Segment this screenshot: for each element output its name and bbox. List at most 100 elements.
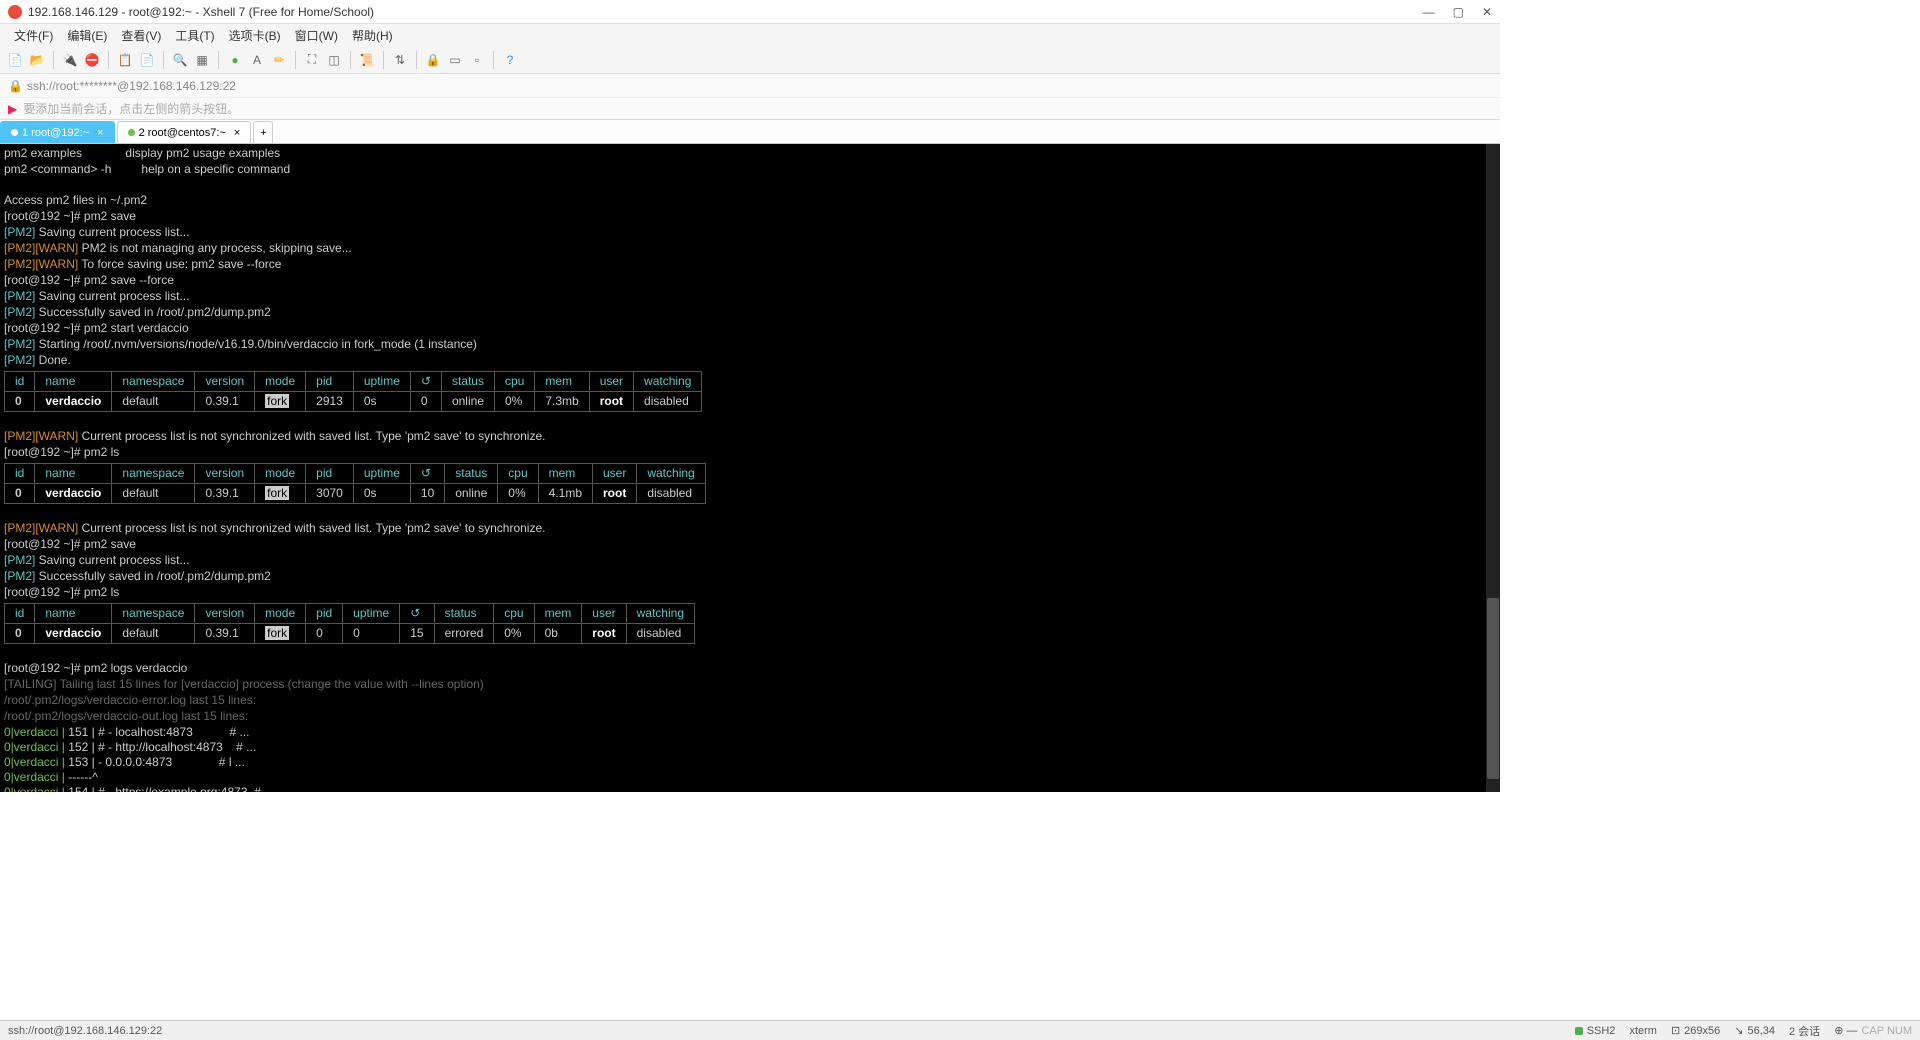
lock-small-icon: 🔒 (8, 79, 23, 93)
table-header: uptime (343, 604, 400, 624)
table-header: mode (255, 372, 306, 392)
term-line: [PM2] Successfully saved in /root/.pm2/d… (4, 305, 271, 319)
maximize-button[interactable]: ▢ (1453, 5, 1464, 19)
term-line: pm2 examples display pm2 usage examples (4, 146, 280, 160)
grid-icon[interactable]: ▦ (193, 51, 211, 69)
table-header: user (589, 372, 633, 392)
highlight-icon[interactable]: ✏ (270, 51, 288, 69)
log-line: 0|verdacci | 154 | # - https://example.o… (4, 785, 1496, 792)
menu-view[interactable]: 查看(V) (115, 25, 167, 46)
term-line: [PM2][WARN] PM2 is not managing any proc… (4, 241, 352, 255)
tab-1-label: 1 root@192:~ (22, 127, 89, 139)
table-cell: default (112, 484, 195, 504)
terminal-scrollbar[interactable] (1486, 144, 1500, 792)
new-session-icon[interactable]: 📄 (6, 51, 24, 69)
table-header: name (35, 604, 112, 624)
disconnect-icon[interactable]: ⛔ (83, 51, 101, 69)
table-header: name (35, 464, 112, 484)
table-cell: default (112, 624, 195, 644)
session-tabs: 1 root@192:~ × 2 root@centos7:~ × + (0, 120, 1500, 144)
lock-icon[interactable]: 🔒 (424, 51, 442, 69)
table-cell: root (593, 484, 637, 504)
flag-icon[interactable]: ▶ (8, 102, 17, 116)
color-icon[interactable]: ● (226, 51, 244, 69)
copy-icon[interactable]: 📋 (116, 51, 134, 69)
tab-1[interactable]: 1 root@192:~ × (0, 121, 115, 143)
table-cell: 0.39.1 (195, 624, 255, 644)
address-text[interactable]: ssh://root:********@192.168.146.129:22 (27, 79, 236, 93)
menu-window[interactable]: 窗口(W) (289, 25, 344, 46)
table-header: id (5, 604, 35, 624)
menu-tabs[interactable]: 选项卡(B) (223, 25, 287, 46)
tile-icon[interactable]: ▭ (446, 51, 464, 69)
font-icon[interactable]: A (248, 51, 266, 69)
menu-edit[interactable]: 编辑(E) (61, 25, 113, 46)
table-cell: root (589, 392, 633, 412)
help-icon[interactable]: ? (501, 51, 519, 69)
window-title: 192.168.146.129 - root@192:~ - Xshell 7 … (28, 5, 1423, 19)
term-line: [PM2] Done. (4, 353, 71, 367)
table-cell: 0s (353, 484, 410, 504)
table-header: ↺ (410, 464, 444, 484)
table-header: watching (637, 464, 705, 484)
menu-tools[interactable]: 工具(T) (169, 25, 220, 46)
table-header: version (195, 604, 255, 624)
table-header: uptime (353, 464, 410, 484)
transfer-icon[interactable]: ⇅ (391, 51, 409, 69)
table-header: user (593, 464, 637, 484)
terminal[interactable]: pm2 examples display pm2 usage examples … (0, 144, 1500, 792)
table-cell: 4.1mb (538, 484, 592, 504)
table-cell: 0% (494, 392, 534, 412)
table-header: namespace (112, 604, 195, 624)
transparent-icon[interactable]: ◫ (325, 51, 343, 69)
table-cell: disabled (626, 624, 694, 644)
tab-2-status-icon (128, 129, 135, 136)
connect-icon[interactable]: 🔌 (61, 51, 79, 69)
table-cell: fork (255, 392, 306, 412)
status-ssh: SSH2 (1575, 1025, 1616, 1037)
term-line: [root@192 ~]# pm2 save --force (4, 273, 174, 287)
script-icon[interactable]: 📜 (358, 51, 376, 69)
table-cell: 15 (400, 624, 434, 644)
open-session-icon[interactable]: 📂 (28, 51, 46, 69)
status-size: ⊡ 269x56 (1671, 1024, 1720, 1037)
table-cell: 0 (410, 392, 441, 412)
table-header: mem (535, 372, 589, 392)
table-cell: 2913 (306, 392, 354, 412)
table-header: id (5, 372, 35, 392)
menu-help[interactable]: 帮助(H) (346, 25, 399, 46)
toolbar: 📄 📂 🔌 ⛔ 📋 📄 🔍 ▦ ● A ✏ ⛶ ◫ 📜 ⇅ 🔒 ▭ ▫ ? (0, 46, 1500, 74)
table-cell: 0s (353, 392, 410, 412)
table-header: ↺ (400, 604, 434, 624)
fullscreen-icon[interactable]: ⛶ (303, 51, 321, 69)
search-icon[interactable]: 🔍 (171, 51, 189, 69)
tab-2-close-icon[interactable]: × (234, 127, 240, 139)
table-header: namespace (112, 372, 195, 392)
table-cell: 0 (5, 624, 35, 644)
table-cell: 0 (306, 624, 343, 644)
minimize-button[interactable]: — (1423, 5, 1435, 19)
term-line: [PM2] Starting /root/.nvm/versions/node/… (4, 337, 477, 351)
table-cell: 0 (5, 484, 35, 504)
tab-1-close-icon[interactable]: × (97, 127, 103, 139)
table-header: cpu (494, 604, 534, 624)
table-header: watching (626, 604, 694, 624)
status-pos: ↘ 56,34 (1734, 1024, 1775, 1037)
table-cell: 0% (494, 624, 534, 644)
table-header: name (35, 372, 112, 392)
table-cell: 0.39.1 (195, 484, 255, 504)
paste-icon[interactable]: 📄 (138, 51, 156, 69)
close-button[interactable]: ✕ (1482, 5, 1492, 19)
cascade-icon[interactable]: ▫ (468, 51, 486, 69)
hint-bar: ▶ 要添加当前会话，点击左侧的箭头按钮。 (0, 98, 1500, 120)
term-line: [root@192 ~]# pm2 logs verdaccio (4, 661, 187, 675)
pm2-table-2: idnamenamespaceversionmodepiduptime↺stat… (4, 463, 706, 504)
table-cell: 7.3mb (535, 392, 589, 412)
tab-add-button[interactable]: + (253, 121, 273, 143)
menu-file[interactable]: 文件(F) (8, 25, 59, 46)
table-cell: verdaccio (35, 624, 112, 644)
term-line: [PM2][WARN] Current process list is not … (4, 521, 545, 535)
tab-2[interactable]: 2 root@centos7:~ × (117, 121, 252, 143)
term-line: [root@192 ~]# pm2 save (4, 209, 136, 223)
table-header: status (441, 372, 494, 392)
